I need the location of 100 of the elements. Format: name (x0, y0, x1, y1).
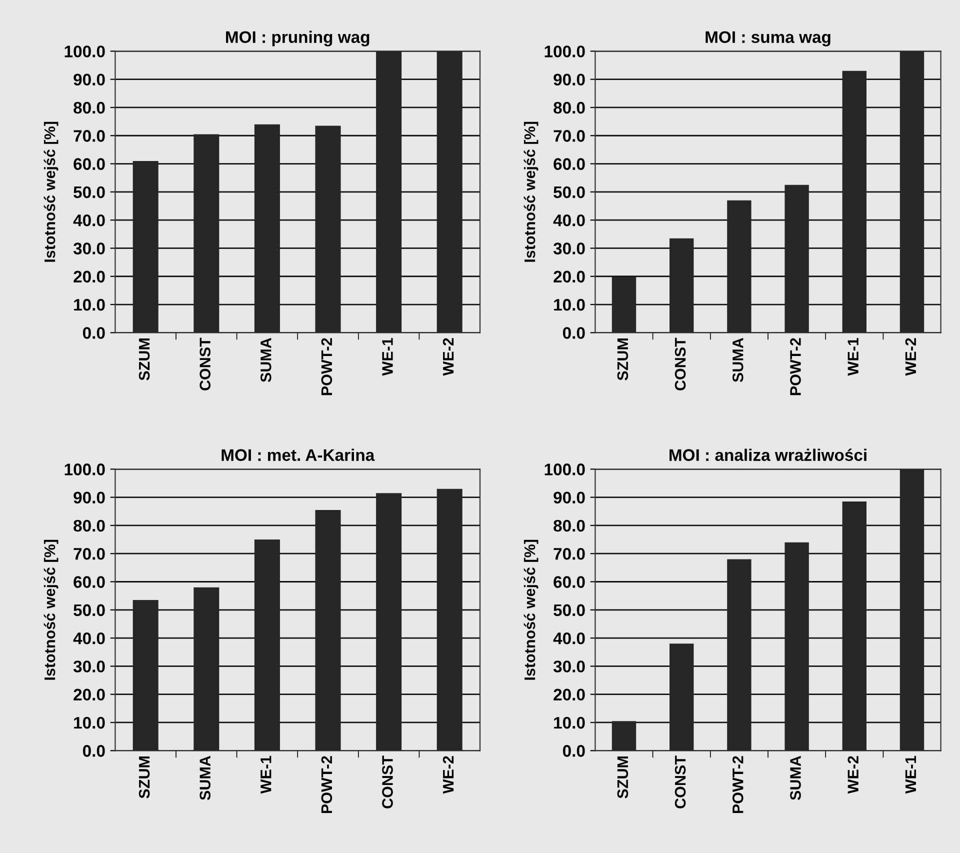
y-tick-label: 50.0 (554, 604, 585, 616)
y-tick-label: 20.0 (74, 688, 105, 701)
bar (612, 276, 636, 333)
y-tick-label: 80.0 (554, 102, 585, 114)
x-tick-label: POWT-2 (321, 338, 332, 396)
x-tick-label: WE-1 (848, 338, 858, 376)
x-tick-label: SZUM (617, 756, 628, 798)
y-tick-label: 70.0 (74, 548, 105, 560)
y-tick-label: 100.0 (544, 464, 585, 476)
y-tick-label: 80.0 (554, 520, 585, 532)
chart-title: MOI : suma wag (706, 31, 830, 46)
y-tick-label: 60.0 (74, 158, 105, 170)
y-tick-label: 60.0 (554, 158, 585, 170)
x-tick-label: SZUM (138, 756, 150, 798)
x-tick-label: CONST (382, 756, 393, 808)
y-tick-label: 60.0 (554, 576, 585, 588)
y-tick-label: 20.0 (74, 270, 105, 283)
y-tick-label: 90.0 (74, 492, 105, 504)
y-tick-label: 80.0 (74, 520, 105, 532)
bar (784, 184, 809, 333)
y-tick-label: 20.0 (554, 270, 585, 283)
x-tick-label: WE-1 (382, 338, 393, 376)
x-tick-label: CONST (674, 756, 686, 808)
x-tick-label: WE-2 (848, 756, 858, 794)
bar (727, 200, 752, 333)
x-tick-label: SUMA (260, 338, 272, 382)
y-tick-label: 10.0 (74, 298, 105, 311)
x-tick-label: WE-2 (442, 756, 454, 794)
y-axis-title: Istotność wejść [%] (524, 540, 538, 680)
y-tick-label: 40.0 (73, 214, 105, 226)
bar (254, 124, 280, 333)
y-axis-title: Istotność wejść [%] (524, 122, 538, 262)
y-tick-label: 100.0 (64, 46, 105, 58)
bar (670, 644, 694, 751)
y-tick-label: 40.0 (553, 214, 585, 226)
bar (194, 587, 220, 751)
y-axis-title: Istotność wejść [%] (44, 122, 58, 262)
x-tick-label: SZUM (138, 338, 150, 380)
bar (612, 721, 636, 751)
chart-title: MOI : pruning wag (226, 30, 370, 46)
y-tick-label: 0.0 (562, 327, 585, 339)
y-tick-label: 60.0 (74, 576, 105, 588)
x-tick-label: CONST (674, 338, 686, 390)
y-tick-label: 100.0 (64, 464, 105, 476)
bar (784, 542, 809, 751)
bar (132, 600, 158, 751)
y-tick-label: 0.0 (82, 745, 105, 757)
y-tick-label: 50.0 (74, 604, 105, 616)
y-tick-label: 90.0 (554, 74, 585, 86)
bar (376, 51, 402, 333)
bar (315, 510, 341, 751)
x-tick-label: WE-1 (905, 756, 916, 794)
bar (315, 126, 341, 333)
bar (376, 493, 402, 751)
bar (436, 51, 462, 333)
x-tick-label: POWT-2 (732, 756, 744, 814)
bar (132, 160, 158, 333)
y-tick-label: 10.0 (554, 716, 585, 729)
y-tick-label: 10.0 (74, 716, 105, 729)
bar (194, 134, 220, 333)
x-tick-label: WE-2 (905, 338, 916, 376)
y-tick-label: 70.0 (554, 130, 585, 142)
x-tick-label: POWT-2 (321, 756, 332, 814)
y-tick-label: 50.0 (74, 186, 105, 198)
bar (727, 559, 752, 751)
y-tick-label: 70.0 (74, 130, 105, 142)
bar (670, 238, 694, 333)
bar (254, 540, 280, 751)
x-tick-label: WE-1 (260, 756, 272, 794)
x-tick-label: SZUM (617, 338, 628, 380)
bar (842, 70, 866, 333)
y-tick-label: 30.0 (553, 660, 585, 672)
bar (900, 469, 924, 751)
x-tick-label: SUMA (790, 756, 801, 800)
x-tick-label: SUMA (200, 756, 210, 800)
y-tick-label: 40.0 (553, 632, 585, 644)
bar (900, 51, 924, 333)
bar (436, 488, 462, 751)
x-tick-label: SUMA (732, 338, 744, 382)
y-tick-label: 90.0 (74, 74, 105, 86)
y-tick-label: 90.0 (554, 492, 585, 504)
y-tick-label: 50.0 (554, 186, 585, 198)
y-tick-label: 30.0 (553, 242, 585, 254)
y-tick-label: 100.0 (544, 46, 585, 58)
bar (842, 502, 866, 751)
x-tick-label: WE-2 (442, 338, 454, 376)
y-tick-label: 70.0 (554, 548, 585, 560)
y-tick-label: 30.0 (73, 242, 105, 254)
x-tick-label: POWT-2 (790, 338, 801, 396)
x-tick-label: CONST (200, 338, 210, 390)
y-tick-label: 30.0 (73, 660, 105, 672)
y-tick-label: 0.0 (82, 327, 105, 339)
chart-title: MOI : analiza wrażliwości (670, 448, 866, 461)
y-axis-title: Istotność wejść [%] (44, 540, 58, 680)
y-tick-label: 0.0 (562, 745, 585, 757)
y-tick-label: 10.0 (554, 298, 585, 311)
y-tick-label: 40.0 (73, 632, 105, 644)
y-tick-label: 20.0 (554, 688, 585, 701)
chart-title: MOI : met. A-Karina (222, 448, 375, 461)
y-tick-label: 80.0 (74, 102, 105, 114)
